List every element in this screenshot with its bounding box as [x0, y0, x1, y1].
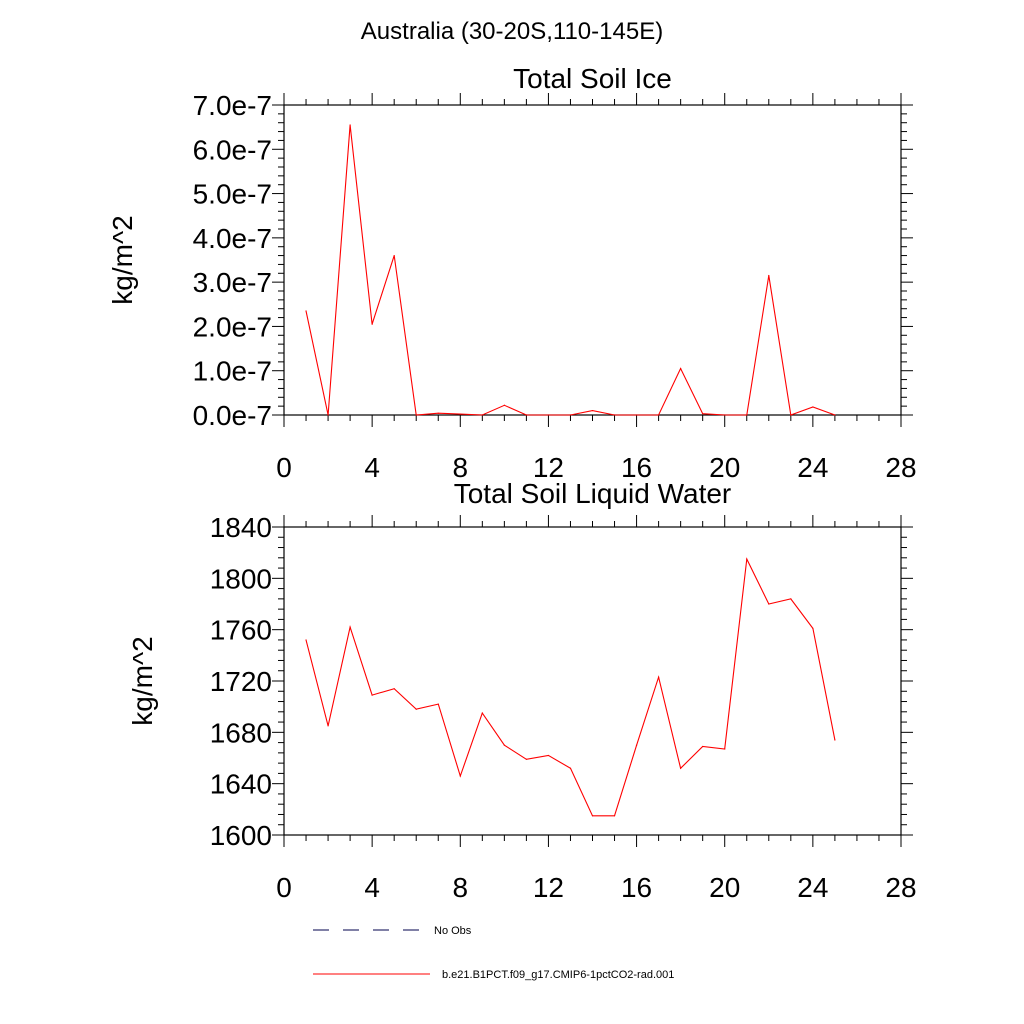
panel1-data-point	[834, 414, 836, 416]
panel1-data-point	[790, 414, 792, 416]
panel2-data-point	[503, 744, 505, 746]
panel1-x-tick-label: 8	[452, 452, 468, 483]
panel1-y-tick-label: 2.0e-7	[193, 311, 272, 342]
panel2-y-tick-label: 1720	[210, 666, 272, 697]
panel2-data-point	[459, 775, 461, 777]
panel1-data-point	[812, 406, 814, 408]
panel2-data-point	[658, 676, 660, 678]
panel2-data-point	[525, 758, 527, 760]
panel2-data-point	[415, 708, 417, 710]
panel1-x-tick-label: 12	[533, 452, 564, 483]
panel1-y-tick-label: 4.0e-7	[193, 223, 272, 254]
panel2-y-tick-label: 1600	[210, 820, 272, 851]
panel1-data-point	[305, 310, 307, 312]
panel1-y-tick-label: 3.0e-7	[193, 267, 272, 298]
panel1-data-point	[658, 414, 660, 416]
panel2-data-point	[481, 712, 483, 714]
panel1-data-point	[591, 409, 594, 412]
panel2-data-point	[613, 815, 616, 817]
panel2-y-tick-label: 1640	[210, 769, 272, 800]
panel1-data-point	[525, 414, 527, 416]
panel2-data-point	[327, 725, 329, 727]
panel1-x-tick-label: 16	[621, 452, 652, 483]
panel2-x-tick-label: 8	[452, 872, 468, 903]
panel1-data-point	[371, 323, 373, 325]
panel1-data-point	[437, 412, 439, 414]
panel1-data-point	[349, 124, 351, 126]
panel2-data-point	[680, 767, 682, 769]
panel2-x-tick-label: 28	[885, 872, 916, 903]
panel1-x-tick-label: 20	[709, 452, 740, 483]
panel1-data-point	[702, 413, 704, 415]
panel1-data-point	[415, 414, 417, 416]
panel2-data-point	[812, 627, 814, 629]
panel2-data-point	[834, 739, 836, 741]
panel2-y-axis-label: kg/m^2	[127, 636, 158, 725]
panel1-data-point	[680, 367, 682, 370]
panel1-chart-title: Total Soil Ice	[513, 63, 672, 94]
panel1-y-axis-label: kg/m^2	[107, 215, 138, 304]
panel2-y-tick-label: 1680	[210, 717, 272, 748]
panel2-data-point	[305, 639, 307, 641]
panel2-chart-title: Total Soil Liquid Water	[454, 478, 732, 509]
panel2-data-point	[724, 748, 726, 750]
panel2-data-point	[547, 754, 550, 757]
panel2-x-tick-label: 24	[797, 872, 828, 903]
panel2-y-tick-label: 1760	[210, 615, 272, 646]
panel1-x-tick-label: 4	[364, 452, 380, 483]
panel1-y-tick-label: 5.0e-7	[193, 179, 272, 210]
panel2-x-tick-label: 12	[533, 872, 564, 903]
panel1-data-point	[569, 414, 572, 416]
panel1-data-point	[746, 414, 748, 416]
panel1-y-tick-label: 6.0e-7	[193, 134, 272, 165]
panel1-data-point	[327, 414, 329, 416]
panel2-data-point	[790, 598, 792, 600]
panel1-data-point	[503, 404, 505, 406]
panel2-data-point	[702, 745, 704, 748]
panel1-plot-frame	[283, 104, 902, 416]
legend-label-2: b.e21.B1PCT.f09_g17.CMIP6-1pctCO2-rad.00…	[442, 969, 674, 981]
panel2-data-point	[768, 603, 770, 605]
panel1-data-point	[481, 414, 483, 416]
panel2-data-point	[591, 815, 594, 817]
panel2-plot-frame	[283, 526, 902, 836]
panel1-x-tick-label: 28	[885, 452, 916, 483]
panel1-data-point	[393, 254, 395, 257]
figure-suptitle: Australia (30-20S,110-145E)	[360, 18, 664, 45]
panel1-y-tick-label: 1.0e-7	[193, 356, 272, 387]
panel2-data-point	[437, 703, 439, 705]
panel2-data-point	[569, 767, 572, 769]
panel1-data-point	[547, 414, 550, 416]
panel2-series-line-1	[305, 557, 836, 817]
legend-label-1: No Obs	[434, 925, 472, 937]
panel2-y-tick-label: 1840	[210, 512, 272, 543]
panel1-x-tick-label: 24	[797, 452, 828, 483]
panel2-y-tick-label: 1800	[210, 563, 272, 594]
panel1-data-point	[635, 414, 638, 416]
panel1-y-tick-label: 0.0e-7	[193, 400, 272, 431]
panel2-data-point	[393, 688, 395, 690]
panel1-x-tick-label: 0	[276, 452, 292, 483]
panel2-x-tick-label: 0	[276, 872, 292, 903]
panel2-data-point	[371, 694, 373, 696]
panel2-data-point	[349, 626, 351, 628]
panel1-data-point	[613, 414, 616, 416]
panel1-series-line-1	[305, 124, 836, 416]
panel2-data-point	[635, 744, 638, 746]
panel1-data-point	[724, 414, 726, 416]
panel2-data-point	[746, 558, 748, 560]
panel1-data-point	[768, 274, 770, 277]
panel2-x-tick-label: 20	[709, 872, 740, 903]
panel1-y-tick-label: 7.0e-7	[193, 90, 272, 121]
panel2-x-tick-label: 16	[621, 872, 652, 903]
panel2-x-tick-label: 4	[364, 872, 380, 903]
panel1-data-point	[459, 413, 461, 415]
